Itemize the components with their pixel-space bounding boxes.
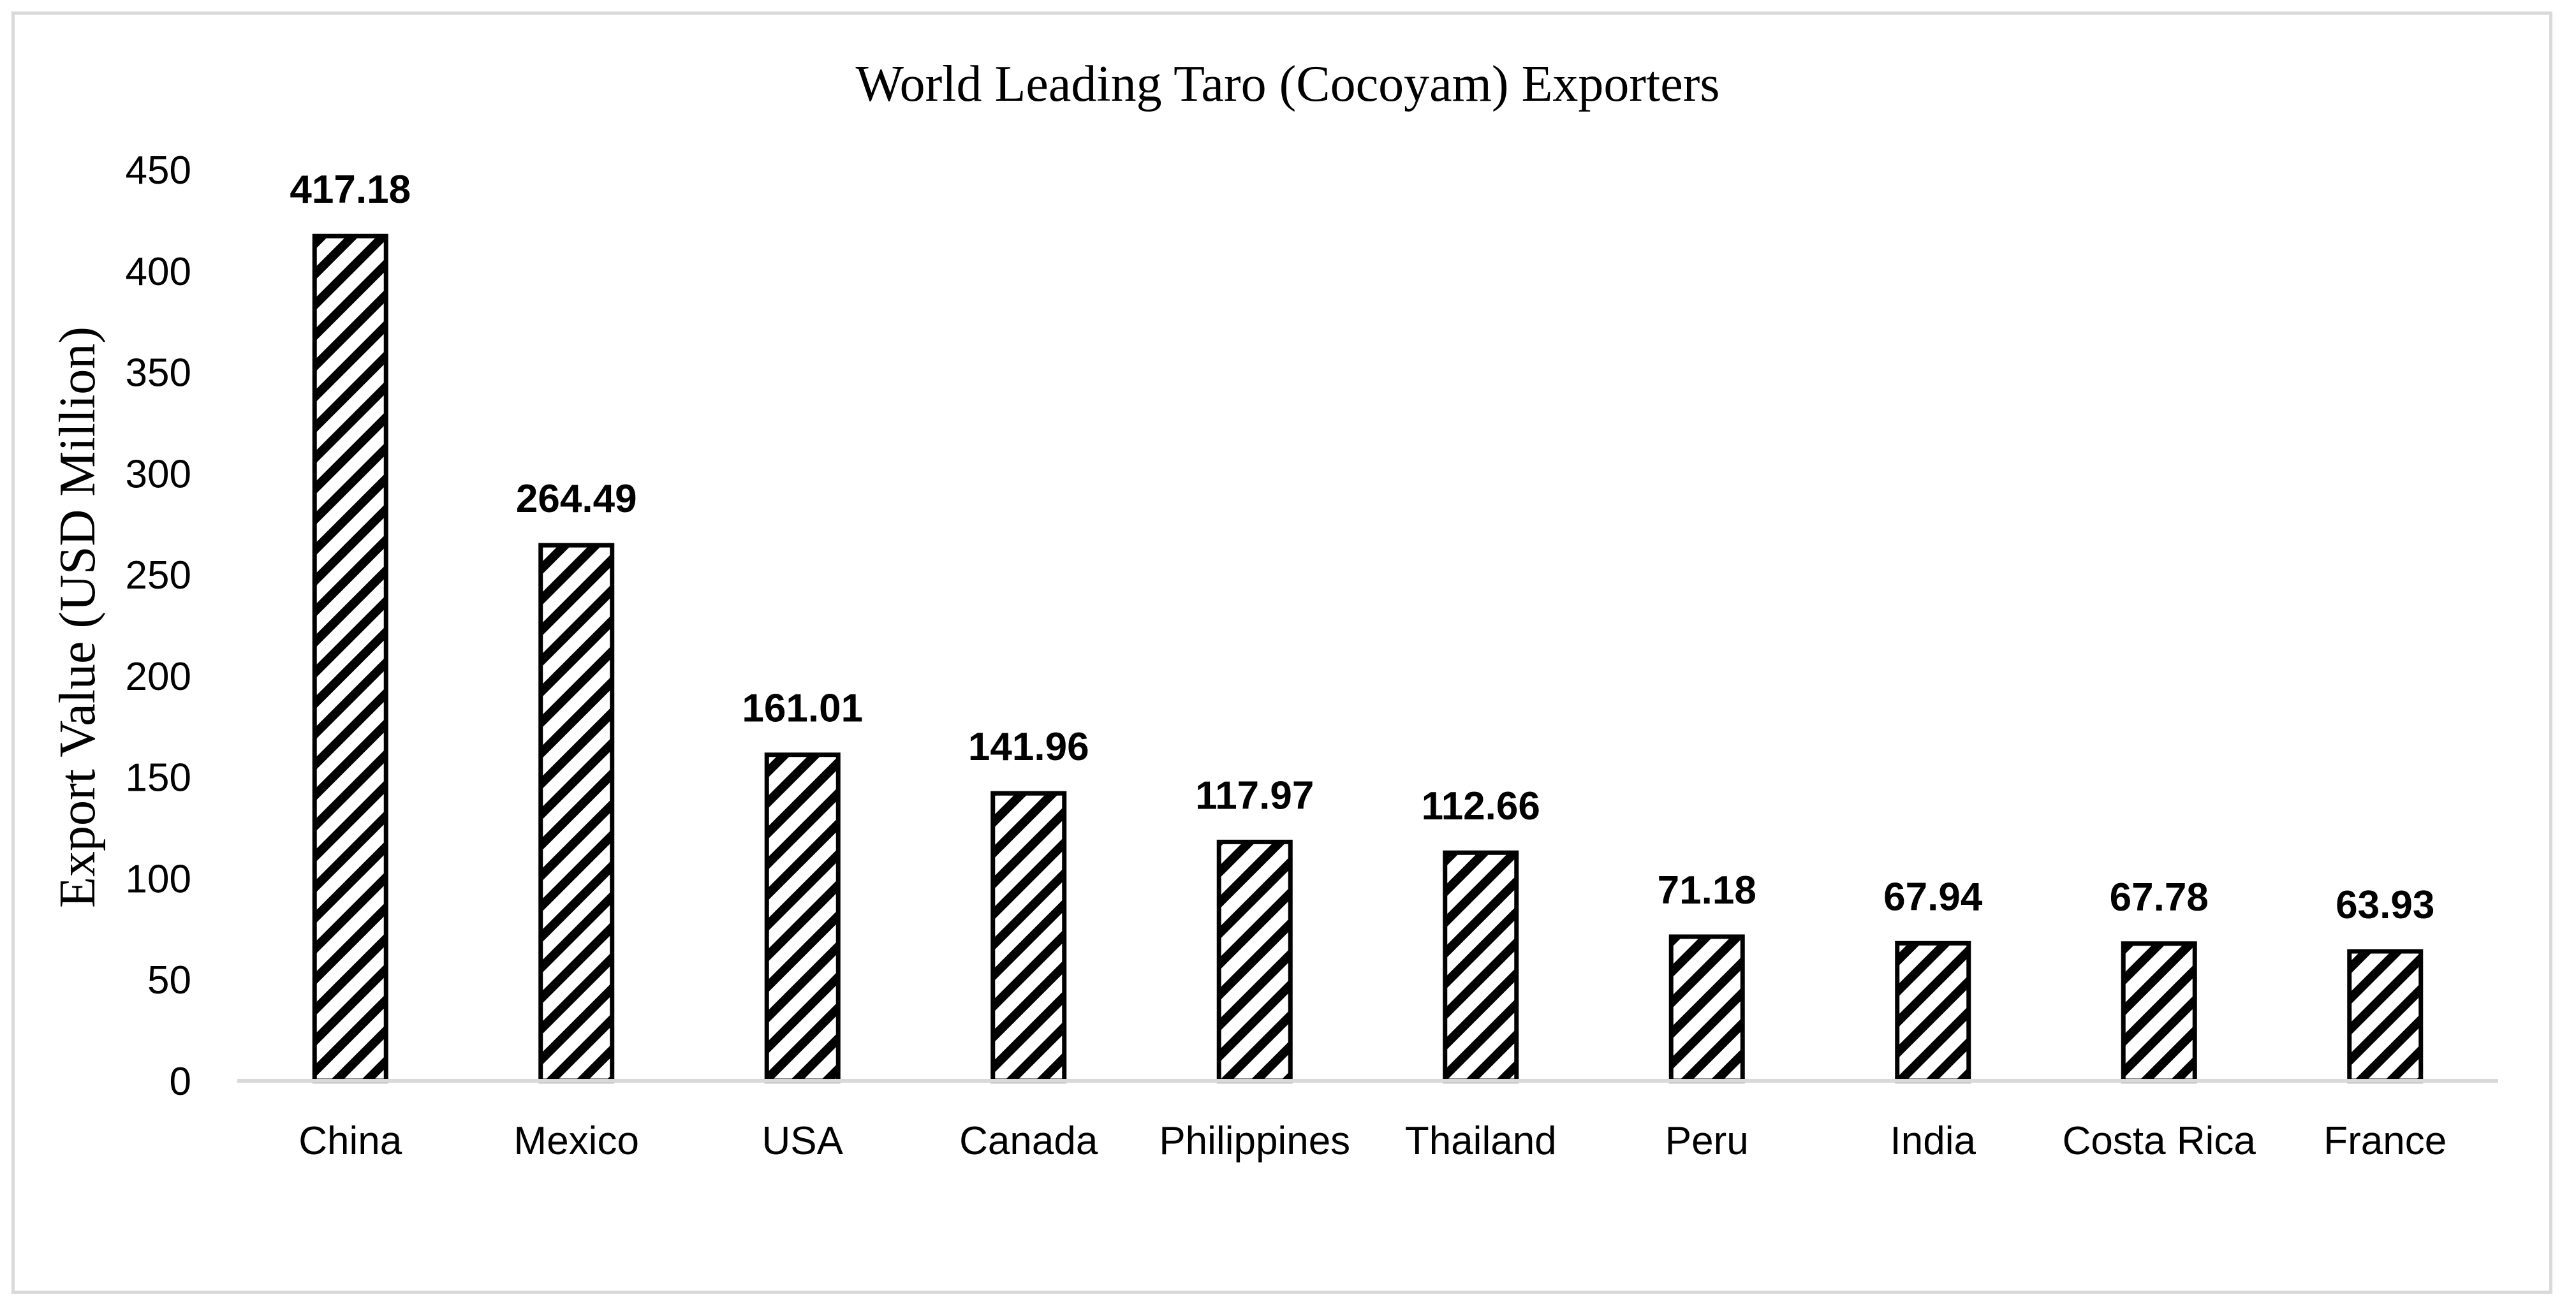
data-label: 117.97 [1195, 773, 1314, 817]
chart-title: World Leading Taro (Cocoyam) Exporters [856, 56, 1720, 112]
y-tick-label: 400 [126, 250, 191, 294]
x-tick-label: USA [762, 1119, 844, 1163]
bar [312, 233, 388, 1083]
data-label: 264.49 [516, 477, 637, 521]
bar [2121, 941, 2197, 1083]
x-tick-label: India [1890, 1119, 1976, 1163]
x-tick-label: France [2323, 1119, 2447, 1163]
x-tick-label: Canada [959, 1119, 1098, 1163]
data-label: 112.66 [1422, 784, 1540, 828]
y-tick-label: 450 [126, 149, 191, 193]
bar [1895, 941, 1971, 1083]
data-labels-group: 417.18 264.49 161.01 141.96 117.97 112.66 71.1… [290, 168, 2434, 927]
x-tick-label: Philippines [1159, 1119, 1350, 1163]
y-axis-ticks: 0 50 100 150 200 250 300 350 400 450 [126, 149, 191, 1104]
data-label: 141.96 [968, 725, 1089, 769]
x-tick-label: Mexico [514, 1119, 639, 1163]
bar [764, 752, 841, 1083]
x-tick-label: Peru [1665, 1119, 1749, 1163]
bar [1443, 850, 1519, 1083]
data-label: 417.18 [290, 168, 411, 212]
y-tick-label: 150 [126, 756, 191, 800]
data-label: 63.93 [2336, 883, 2434, 927]
y-tick-label: 100 [126, 857, 191, 901]
bar [1668, 934, 1745, 1083]
bar [538, 543, 615, 1083]
y-tick-label: 50 [147, 958, 191, 1002]
data-label: 71.18 [1658, 868, 1756, 912]
x-tick-label: Thailand [1405, 1119, 1557, 1163]
data-label: 67.78 [2110, 875, 2209, 919]
bar [990, 791, 1067, 1083]
x-tick-label: China [298, 1119, 402, 1163]
y-tick-label: 300 [126, 452, 191, 496]
data-label: 161.01 [742, 687, 863, 731]
bar [1216, 839, 1293, 1083]
x-axis-labels: China Mexico USA Canada Philippines Thailand P… [298, 1119, 2447, 1163]
y-tick-label: 250 [126, 553, 191, 597]
bars-group [312, 233, 2424, 1083]
y-tick-label: 200 [126, 655, 191, 699]
x-tick-label: Costa Rica [2063, 1119, 2256, 1163]
y-tick-label: 350 [126, 351, 191, 395]
y-axis-label: Export Value (USD Million) [50, 326, 106, 908]
bar [2347, 949, 2424, 1083]
data-label: 67.94 [1883, 875, 1983, 919]
y-tick-label: 0 [170, 1060, 191, 1104]
